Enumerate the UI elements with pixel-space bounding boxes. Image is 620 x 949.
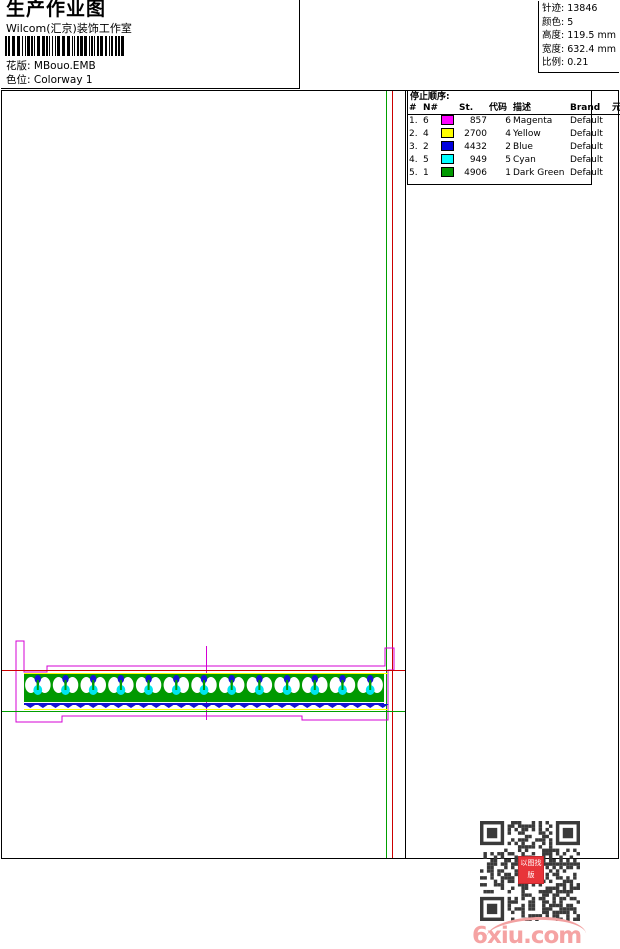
color-swatch <box>440 154 458 167</box>
cell-index: 5. <box>409 168 418 178</box>
colorway-field: 色位: Colorway 1 <box>6 74 93 86</box>
stat-row: 颜色: 5 <box>542 16 619 30</box>
stop-sequence-table-box: 停止顺序: # N# St. 代码 描述 Brand 元素 1.68576Mag… <box>407 90 620 185</box>
cell-stitches: 4906 <box>464 168 487 178</box>
cell-description: Cyan <box>513 155 536 165</box>
cell-needle: 6 <box>423 116 429 126</box>
color-swatch <box>440 128 458 141</box>
stat-label: 宽度: <box>542 43 565 55</box>
watermark-text: 6xiu.com <box>472 923 582 949</box>
page-title: 生产作业图 <box>6 0 107 20</box>
cell-element <box>611 141 620 154</box>
stat-value: 632.4 mm <box>564 43 616 55</box>
stat-row: 针迹: 13846 <box>542 2 619 16</box>
cell-brand: Default <box>570 155 603 165</box>
color-table: # N# St. 代码 描述 Brand 元素 1.68576MagentaDe… <box>408 103 620 180</box>
cell-brand: Default <box>570 129 603 139</box>
cell-stitches: 949 <box>469 155 487 165</box>
stat-value: 13846 <box>564 3 598 14</box>
col-element: 元素 <box>611 103 620 115</box>
stat-row: 比例: 0.21 <box>542 56 619 70</box>
title-info-box: 生产作业图 Wilcom(汇京)装饰工作室 花版: MBouo.EMB 色位: … <box>1 0 300 89</box>
col-needle: N# <box>422 103 440 115</box>
stat-label: 针迹: <box>542 3 565 14</box>
col-brand: Brand <box>569 103 611 115</box>
qr-stamp-text: 以图找版 <box>520 859 542 879</box>
stat-label: 比例: <box>542 57 565 69</box>
cell-element <box>611 167 620 180</box>
cell-needle: 4 <box>423 129 429 139</box>
stat-row: 宽度: 632.4 mm <box>542 43 619 57</box>
cell-stitches: 857 <box>469 116 487 126</box>
site-watermark: 6xiu.com <box>472 915 592 949</box>
pattern-label: 花版: <box>6 60 31 72</box>
cell-brand: Default <box>570 168 603 178</box>
stat-row: 高度: 119.5 mm <box>542 29 619 43</box>
col-description: 描述 <box>512 103 569 115</box>
table-row[interactable]: 1. 6 857 6 Magenta Default <box>408 115 620 129</box>
pattern-field: 花版: MBouo.EMB <box>6 60 96 72</box>
cell-description: Blue <box>513 142 533 152</box>
guide-line-green <box>386 91 387 858</box>
cell-element <box>611 154 620 167</box>
cell-stitches: 4432 <box>464 142 487 152</box>
cell-code: 6 <box>505 116 511 126</box>
cell-code: 4 <box>505 129 511 139</box>
colorway-value: Colorway 1 <box>33 74 93 86</box>
cell-description: Yellow <box>513 129 541 139</box>
cell-code: 1 <box>505 168 511 178</box>
cell-element <box>611 115 620 129</box>
guide-line-red <box>392 91 393 858</box>
stop-sequence-title: 停止顺序: <box>410 92 450 102</box>
cell-index: 2. <box>409 129 418 139</box>
cell-index: 4. <box>409 155 418 165</box>
company-name: Wilcom(汇京)装饰工作室 <box>6 22 132 35</box>
color-swatch <box>440 141 458 154</box>
color-table-header-row: # N# St. 代码 描述 Brand 元素 <box>408 103 620 115</box>
col-swatch <box>440 103 458 115</box>
cell-description: Magenta <box>513 116 553 126</box>
table-row[interactable]: 2. 4 2700 4 Yellow Default <box>408 128 620 141</box>
cell-stitches: 2700 <box>464 129 487 139</box>
pattern-value: MBouo.EMB <box>33 60 96 72</box>
cell-index: 3. <box>409 142 418 152</box>
col-stitches: St. <box>458 103 488 115</box>
cell-needle: 5 <box>423 155 429 165</box>
design-preview-pane <box>2 91 406 858</box>
table-row[interactable]: 5. 1 4906 1 Dark Green Default <box>408 167 620 180</box>
barcode <box>5 36 125 56</box>
cell-index: 1. <box>409 116 418 126</box>
cell-code: 2 <box>505 142 511 152</box>
stat-label: 颜色: <box>542 16 565 28</box>
stat-value: 5 <box>564 16 574 28</box>
stat-label: 高度: <box>542 30 565 42</box>
table-row[interactable]: 3. 2 4432 2 Blue Default <box>408 141 620 154</box>
cell-needle: 1 <box>423 168 429 178</box>
header-block: 生产作业图 Wilcom(汇京)装饰工作室 花版: MBouo.EMB 色位: … <box>0 0 620 90</box>
color-swatch <box>440 167 458 180</box>
cell-description: Dark Green <box>513 168 565 178</box>
col-code: 代码 <box>488 103 512 115</box>
cell-needle: 2 <box>423 142 429 152</box>
border-embroidery-design <box>2 640 405 723</box>
cell-brand: Default <box>570 116 603 126</box>
design-stats-box: 针迹: 13846 颜色: 5 高度: 119.5 mm 宽度: 632.4 mm 比例… <box>538 1 619 73</box>
qr-center-stamp: 以图找版 <box>518 856 544 884</box>
worksheet-canvas: 停止顺序: # N# St. 代码 描述 Brand 元素 1.68576Mag… <box>1 90 620 949</box>
stat-value: 119.5 mm <box>564 30 616 42</box>
col-index: # <box>408 103 422 115</box>
cell-code: 5 <box>505 155 511 165</box>
qr-watermark-block: 以图找版 6xiu.com <box>472 821 587 949</box>
table-row[interactable]: 4. 5 949 5 Cyan Default <box>408 154 620 167</box>
color-swatch <box>440 115 458 129</box>
stat-value: 0.21 <box>564 57 589 69</box>
colorway-label: 色位: <box>6 74 31 86</box>
cell-brand: Default <box>570 142 603 152</box>
cell-element <box>611 128 620 141</box>
